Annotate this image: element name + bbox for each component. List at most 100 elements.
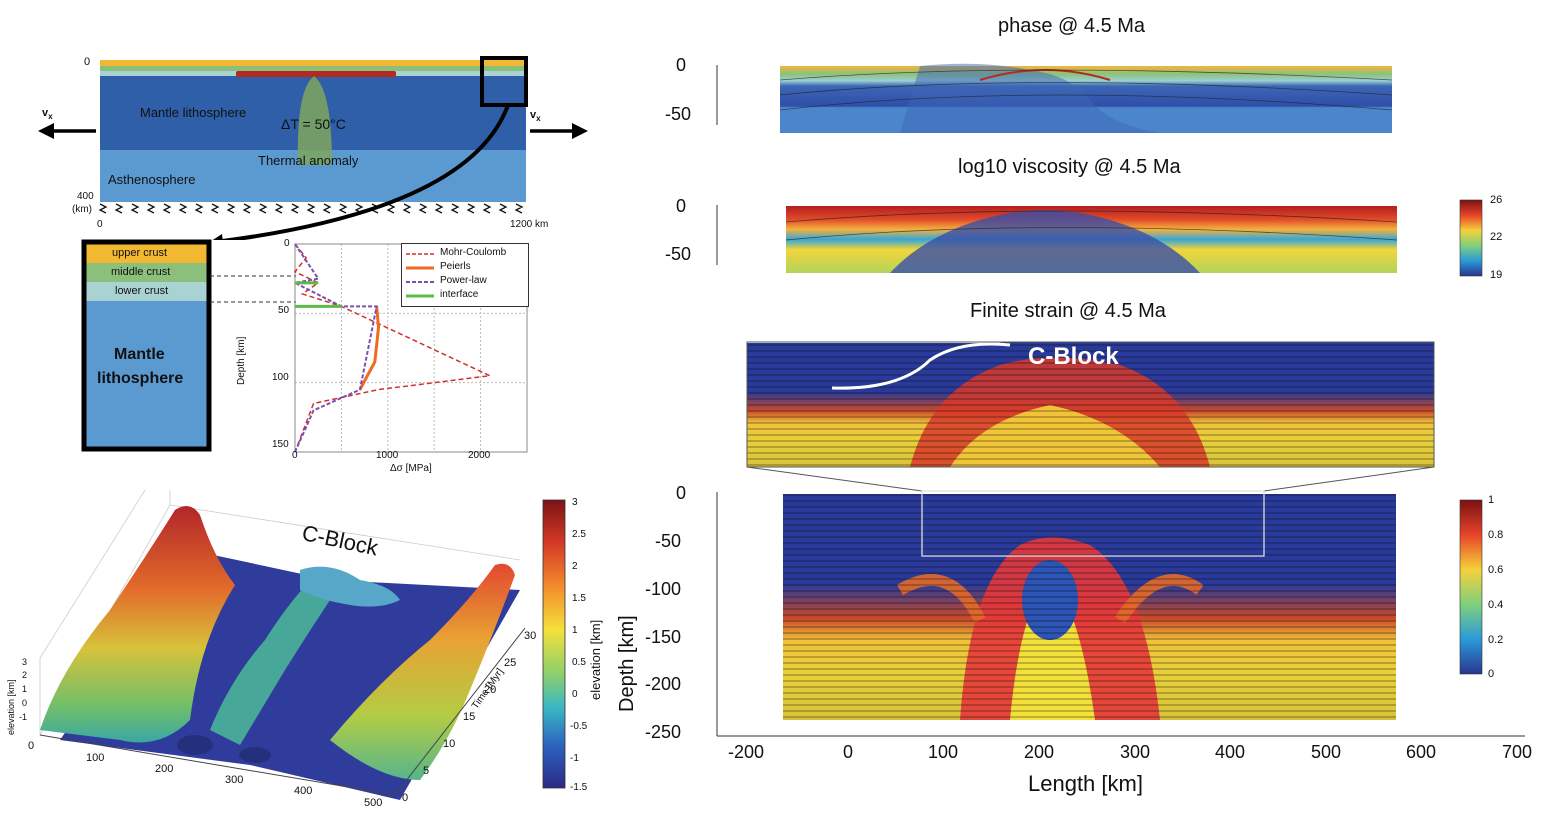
topo-ytick-25: 25 <box>504 657 517 669</box>
topo-zlabel: elevation [km] <box>6 679 16 735</box>
main-ylabel: Depth [km] <box>616 615 638 712</box>
main-xtick-500: 500 <box>1311 742 1342 762</box>
strength-grid <box>295 244 527 452</box>
phase-contours <box>779 69 1393 111</box>
topo-xtick-500: 500 <box>364 797 383 809</box>
phase-ytick-m50: -50 <box>665 104 692 124</box>
topo-cbar-tick-m1-5: -1.5 <box>570 782 588 793</box>
strain-title: Finite strain @ 4.5 Ma <box>970 300 1166 322</box>
zoom-connector-left <box>746 466 923 492</box>
left-ridge <box>40 506 235 743</box>
topo-ytick-0: 0 <box>402 792 409 804</box>
main-ytick-m50: -50 <box>655 531 682 551</box>
zoom-box <box>480 56 528 107</box>
topo-xtick-200: 200 <box>155 763 174 775</box>
column-border <box>81 239 212 452</box>
thermal-anomaly-shape <box>297 76 332 165</box>
depth-400-label: 400 <box>77 191 94 202</box>
topo-ytick-10: 10 <box>443 738 456 750</box>
x-zero-label: 0 <box>97 219 103 230</box>
upper-crust-layer <box>100 60 526 66</box>
topo-cbar-tick-2: 2 <box>572 561 578 572</box>
topo-cbar-tick-3: 3 <box>572 497 578 508</box>
sp-ytick-150: 150 <box>272 439 289 450</box>
sp-xtick-0: 0 <box>292 450 298 461</box>
main-xtick-0: 0 <box>843 742 854 762</box>
vx-right-label: vx <box>530 109 541 124</box>
middle-crust-layer <box>100 66 526 71</box>
sp-xtick-2000: 2000 <box>468 450 491 461</box>
main-xtick-400: 400 <box>1215 742 1246 762</box>
connector-arrow <box>214 104 510 240</box>
right-panels-svg <box>716 63 1525 737</box>
topo-xtick-0: 0 <box>28 740 35 752</box>
lower-crust-label: lower crust <box>115 285 169 297</box>
strain-zoom-fault <box>831 342 1011 390</box>
strain-cblock-label: C-Block <box>1028 343 1119 370</box>
topo-axes <box>39 627 526 796</box>
basin-low-2 <box>239 747 271 763</box>
sp-ylabel: Depth [km] <box>236 336 247 385</box>
delta-t-label: ΔT = 50°C <box>281 116 346 132</box>
depth-unit-label: (km) <box>72 204 92 215</box>
legend-power: Power-law <box>440 275 487 286</box>
topo-colorbar <box>542 499 566 789</box>
topo-ytick-5: 5 <box>423 765 430 777</box>
column-svg <box>81 239 212 452</box>
right-ridge <box>330 563 515 780</box>
topo-svg <box>39 490 566 800</box>
x-end-label: 1200 km <box>510 219 549 230</box>
strength-svg <box>291 243 528 453</box>
topo-cbar-tick-m0-5: -0.5 <box>570 721 588 732</box>
basin-low-1 <box>177 735 213 755</box>
asthenosphere-label: Asthenosphere <box>108 172 196 187</box>
main-xtick-200: 200 <box>1024 742 1055 762</box>
thermal-anomaly-label: Thermal anomaly <box>258 153 359 168</box>
main-ytick-m200: -200 <box>645 674 682 694</box>
visc-ytick-m50: -50 <box>665 244 692 264</box>
legend-mohr: Mohr-Coulomb <box>440 247 507 258</box>
topo-ztick-0: 0 <box>22 698 28 708</box>
lower-crust-box <box>84 282 209 301</box>
vx-left-arrowhead <box>38 123 54 139</box>
main-xlabel: Length [km] <box>1028 771 1143 796</box>
sp-ytick-100: 100 <box>272 372 289 383</box>
topo-xtick-400: 400 <box>294 785 313 797</box>
legend-interface: interface <box>440 289 479 300</box>
strain-cbar-0-4: 0.4 <box>1488 599 1504 611</box>
strain-main-hatch <box>783 494 1396 720</box>
topo-ytick-20: 20 <box>484 684 497 696</box>
main-xtick-100: 100 <box>928 742 959 762</box>
topo-cbar-tick-1-5: 1.5 <box>572 593 586 604</box>
topo-ztick-1: 1 <box>22 684 28 694</box>
zigzag-pattern <box>98 203 524 214</box>
visc-title: log10 viscosity @ 4.5 Ma <box>958 156 1181 178</box>
sp-xtick-1000: 1000 <box>376 450 399 461</box>
topo-ytick-15: 15 <box>463 711 476 723</box>
topo-cbar-tick-1: 1 <box>572 625 578 636</box>
main-ytick-m100: -100 <box>645 579 682 599</box>
strain-cbar-0: 0 <box>1488 668 1495 680</box>
topo-ztick-2: 2 <box>22 670 28 680</box>
phase-uplift <box>900 63 1160 133</box>
connector-arrowhead <box>212 234 223 240</box>
middle-crust-box <box>84 263 209 282</box>
phase-ytick-0: 0 <box>676 55 687 75</box>
visc-cbar-19: 19 <box>1490 269 1503 281</box>
mantle-label-line1: Mantle <box>114 346 165 363</box>
weak-zone <box>236 71 396 77</box>
model-setup-svg <box>38 56 588 240</box>
main-xtick-300: 300 <box>1120 742 1151 762</box>
visc-uplift <box>890 210 1200 273</box>
topo-cbar-tick-m1: -1 <box>570 753 579 764</box>
topo-xtick-300: 300 <box>225 774 244 786</box>
strain-colorbar <box>1459 499 1483 675</box>
strain-zoom-window <box>921 490 1265 557</box>
middle-crust-label: middle crust <box>111 266 171 278</box>
vx-right-arrowhead <box>572 123 588 139</box>
main-xtick-m200: -200 <box>728 742 765 762</box>
topo-cbar-tick-2-5: 2.5 <box>572 529 586 540</box>
topo-xtick-100: 100 <box>86 752 105 764</box>
upper-crust-box <box>84 242 209 263</box>
zoom-connector-right <box>1263 466 1435 492</box>
